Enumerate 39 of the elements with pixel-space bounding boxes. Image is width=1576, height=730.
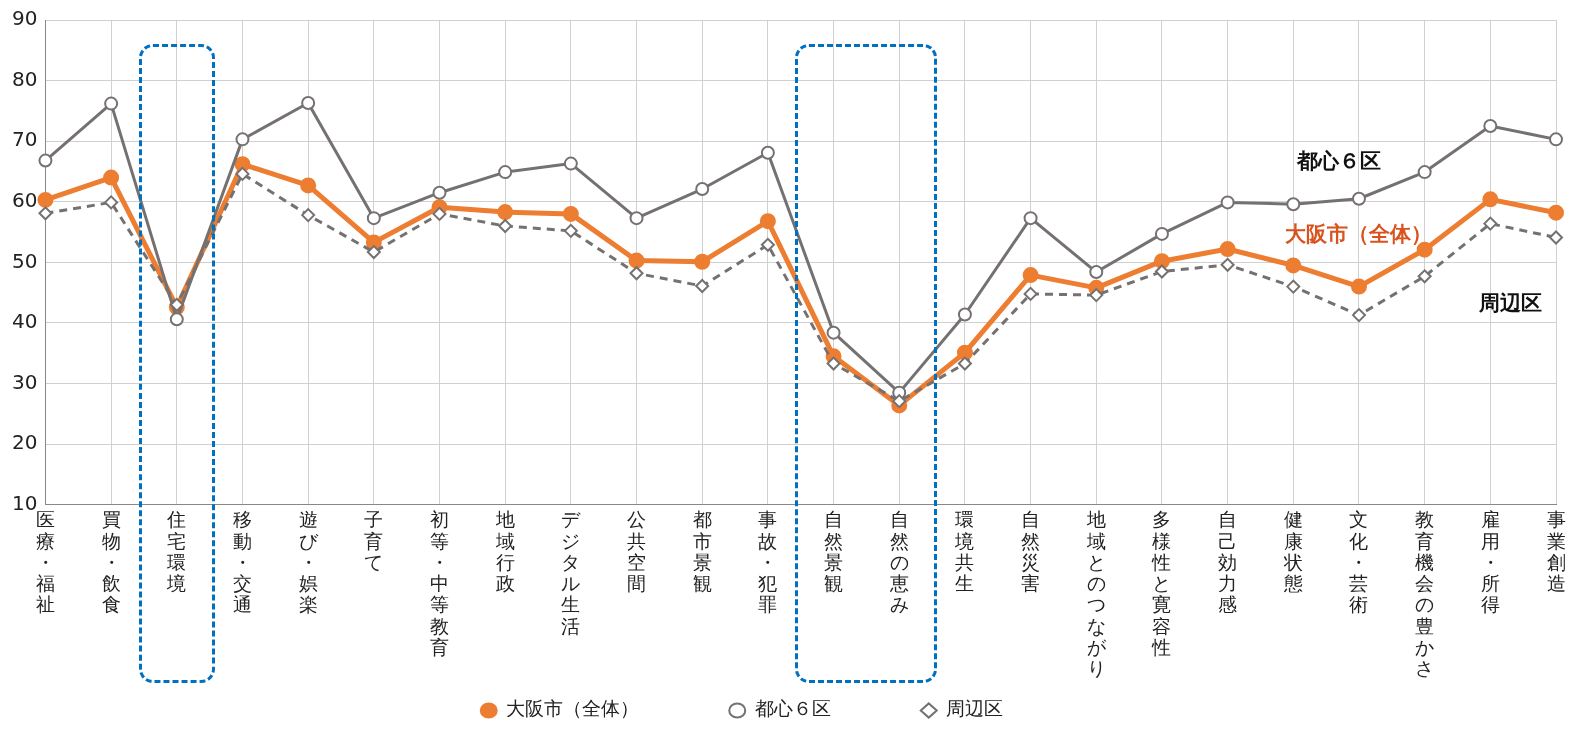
x-tick-label: 地域行政	[494, 508, 515, 595]
x-tick-label: 都市景観	[692, 508, 712, 595]
x-tick-label: 遊び・娯楽	[298, 508, 319, 616]
x-tick-label: 公共空間	[627, 508, 647, 595]
x-tick-label: 初等・中等教育	[430, 508, 450, 659]
x-tick-label: 事故・犯罪	[758, 508, 778, 616]
x-tick-label: 自然景観	[824, 508, 844, 595]
y-tick-label: 70	[12, 127, 38, 152]
x-tick-label: 住宅環境	[166, 508, 187, 595]
y-tick-label: 30	[12, 369, 38, 394]
x-tick-label: 雇用・所得	[1480, 508, 1500, 616]
x-tick-label: 健康状態	[1282, 508, 1303, 595]
x-tick-label: デジタル生活	[561, 508, 582, 637]
y-tick-label: 20	[12, 430, 38, 455]
y-tick-label: 40	[12, 309, 38, 334]
y-tick-label: 80	[12, 66, 38, 91]
y-tick-label: 10	[12, 490, 38, 515]
x-tick-label: 医療・福祉	[35, 508, 55, 616]
x-tick-label: 多様性と寛容性	[1151, 508, 1172, 659]
y-tick-label: 50	[12, 248, 38, 273]
x-tick-label: 自然の恵み	[888, 508, 909, 616]
x-tick-label: 教育機会の豊かさ	[1415, 508, 1435, 680]
legend-label: 周辺区	[946, 697, 1080, 720]
x-tick-label: 自己効力感	[1218, 508, 1238, 616]
text: 大阪市（全体）	[1285, 221, 1433, 246]
y-tick-label: 60	[12, 187, 38, 212]
x-tick-label: 子育て	[364, 508, 384, 573]
x-tick-label: 買物・飲食	[101, 508, 121, 616]
text: 周辺区	[1478, 291, 1542, 316]
y-tick-label: 90	[12, 6, 38, 31]
x-tick-label: 文化・芸術	[1349, 508, 1369, 616]
x-tick-label: 自然災害	[1021, 508, 1041, 595]
x-tick-label: 環境共生	[954, 508, 975, 595]
legend-label: 大阪市（全体）	[506, 697, 716, 720]
x-tick-label: 移動・交通	[232, 508, 252, 616]
text: 都心６区	[1297, 148, 1382, 173]
x-tick-label: 地域とのつながり	[1085, 508, 1107, 680]
legend-label: 都心６区	[754, 697, 907, 720]
x-tick-label: 事業創造	[1546, 508, 1566, 595]
